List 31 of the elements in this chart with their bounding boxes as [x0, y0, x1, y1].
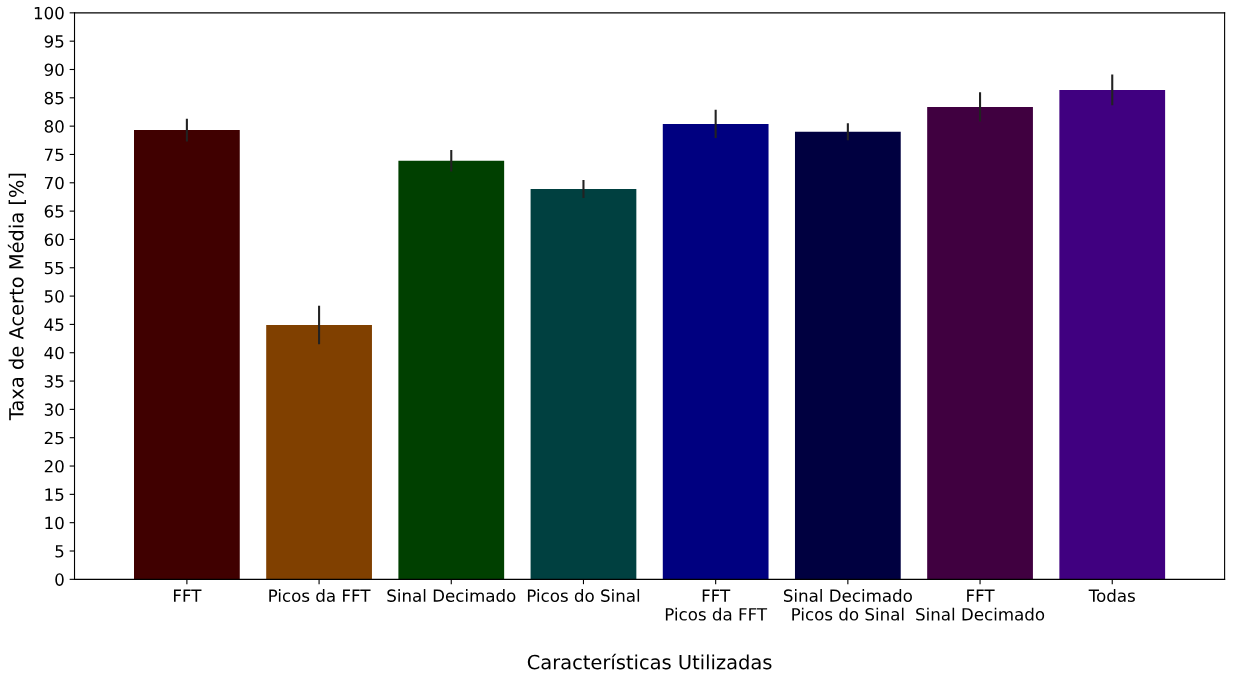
x-tick-label: Sinal Decimado Picos do Sinal [783, 589, 912, 621]
x-tick-label: Picos do Sinal [527, 589, 640, 602]
y-tick-label: 75 [44, 148, 64, 162]
y-tick-label: 0 [55, 573, 64, 586]
x-tick-label: FFT Picos da FFT [665, 589, 768, 621]
y-axis-title: Taxa de Acerto Média [%] [7, 173, 26, 421]
y-tick-label: 55 [44, 261, 64, 275]
y-tick-label: 65 [44, 205, 64, 218]
x-tick-label: Todas [1088, 589, 1135, 602]
y-tick-label: 50 [44, 290, 64, 303]
y-tick-label: 40 [44, 346, 64, 360]
y-tick-label: 20 [44, 460, 64, 473]
x-tick-label: FFT [173, 589, 202, 602]
y-tick-label: 25 [44, 431, 64, 445]
x-axis-title: Características Utilizadas [527, 653, 772, 670]
y-tick-label: 30 [44, 403, 64, 416]
y-tick-label: 85 [44, 91, 64, 105]
y-tick-label: 15 [45, 488, 64, 501]
y-tick-label: 100 [34, 6, 64, 20]
y-tick-label: 45 [44, 318, 64, 331]
y-tick-label: 35 [44, 375, 64, 388]
y-tick-label: 80 [44, 120, 64, 133]
y-tick-label: 95 [44, 35, 64, 48]
x-tick-label: FFT Sinal Decimado [916, 589, 1045, 621]
x-tick-label: Picos da FFT [269, 589, 371, 602]
y-tick-label: 60 [44, 233, 64, 247]
y-tick-label: 5 [55, 545, 64, 558]
y-tick-label: 10 [45, 516, 64, 530]
x-tick-label: Sinal Decimado [387, 589, 516, 602]
y-tick-label: 90 [44, 63, 64, 77]
y-tick-label: 70 [44, 176, 64, 190]
